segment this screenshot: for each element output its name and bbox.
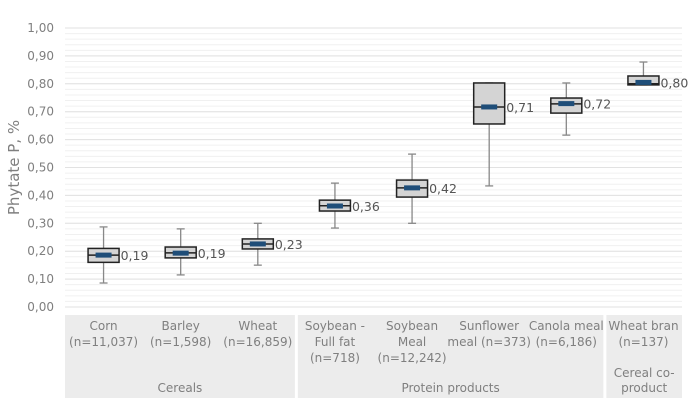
category-label: Wheat bran	[608, 319, 678, 333]
y-tick-label: 0,70	[27, 105, 54, 119]
mean-marker	[326, 203, 343, 209]
group-label: Cereals	[158, 381, 203, 395]
group-panel	[606, 315, 682, 398]
group-panel	[65, 315, 295, 398]
category-label: Soybean -	[305, 319, 365, 333]
mean-data-label: 0,72	[583, 97, 611, 112]
mean-marker	[558, 101, 575, 107]
mean-marker	[249, 241, 266, 247]
mean-data-label: 0,36	[352, 199, 380, 214]
y-tick-label: 0,10	[27, 272, 54, 286]
mean-marker	[95, 252, 112, 258]
y-tick-label: 0,30	[27, 216, 54, 230]
mean-data-label: 0,19	[198, 246, 226, 261]
y-tick-label: 0,90	[27, 49, 54, 63]
category-label: (n=137)	[618, 335, 668, 349]
category-label: Meal	[398, 335, 426, 349]
mean-marker	[172, 250, 189, 256]
category-label: (n=6,186)	[536, 335, 597, 349]
category-label: Soybean	[386, 319, 438, 333]
category-label: (n=11,037)	[69, 335, 138, 349]
y-tick-label: 1,00	[27, 21, 54, 35]
category-label: (n=16,859)	[223, 335, 292, 349]
y-tick-label: 0,50	[27, 161, 54, 175]
mean-data-label: 0,71	[506, 100, 534, 115]
box	[472, 82, 506, 125]
category-label: (n=718)	[310, 351, 360, 365]
mean-data-label: 0,23	[275, 237, 303, 252]
y-tick-label: 0,00	[27, 300, 54, 314]
category-label: Full fat	[315, 335, 356, 349]
y-tick-label: 0,40	[27, 188, 54, 202]
mean-marker	[404, 185, 421, 191]
mean-data-label: 0,80	[660, 75, 688, 90]
category-label: Wheat	[238, 319, 277, 333]
category-label: Barley	[162, 319, 200, 333]
category-label: (n=12,242)	[378, 351, 447, 365]
category-label: Canola meal	[529, 319, 604, 333]
group-label: Cereal co-	[614, 366, 675, 380]
group-label: Protein products	[401, 381, 499, 395]
mean-marker	[481, 104, 498, 110]
mean-marker	[635, 79, 652, 85]
category-label: Sunflower	[459, 319, 519, 333]
group-label: product	[621, 381, 667, 395]
category-label: meal (n=373)	[447, 335, 531, 349]
y-tick-label: 0,20	[27, 244, 54, 258]
category-label: Corn	[90, 319, 118, 333]
mean-data-label: 0,42	[429, 181, 457, 196]
group-panel	[297, 315, 604, 398]
category-label: (n=1,598)	[150, 335, 211, 349]
y-axis-label: Phytate P, %	[5, 120, 23, 215]
y-tick-label: 0,60	[27, 133, 54, 147]
mean-data-label: 0,19	[121, 248, 149, 263]
y-tick-label: 0,80	[27, 77, 54, 91]
